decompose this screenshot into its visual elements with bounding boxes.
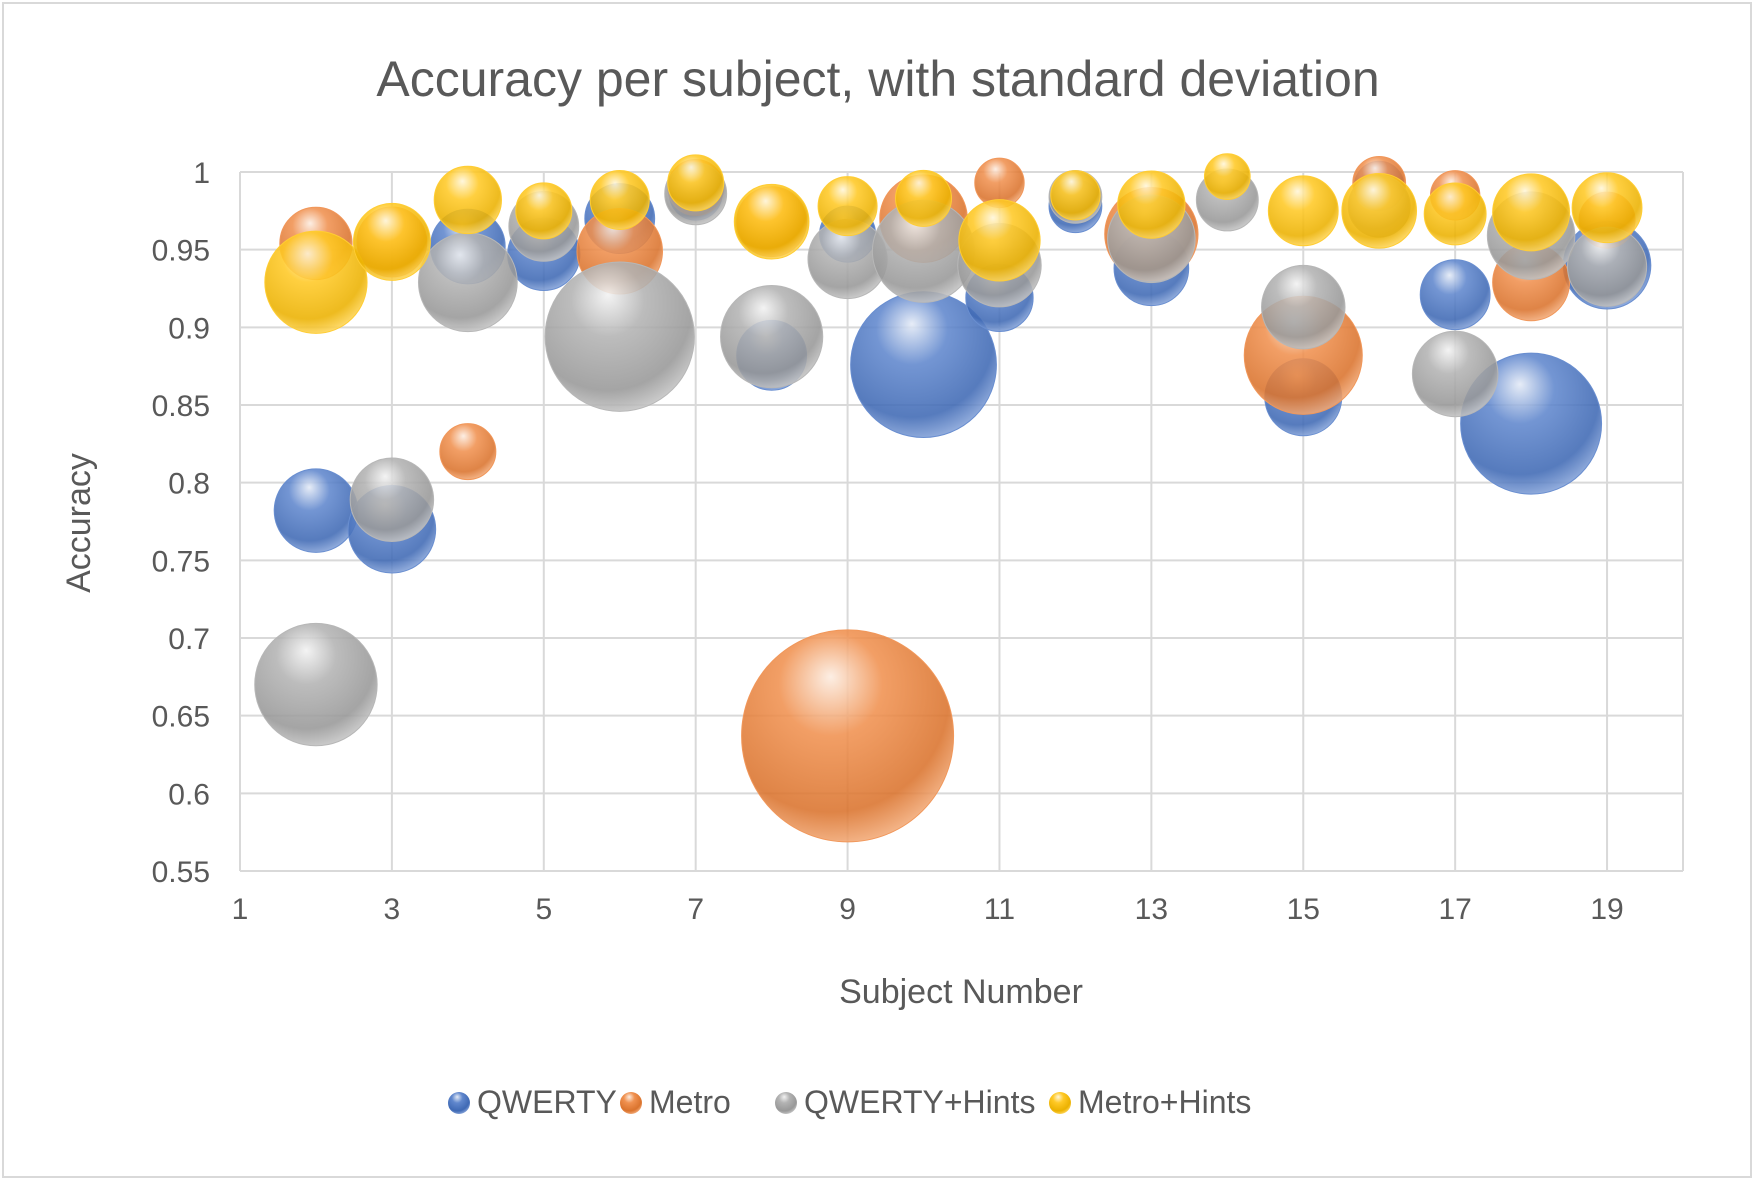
bubble-qwerty-plus-hints xyxy=(720,285,824,389)
x-tick-label: 5 xyxy=(535,893,552,926)
bubble-metro-plus-hints xyxy=(264,230,368,334)
x-axis-ticks: 1 3 5 7 9 11 13 15 17 19 xyxy=(232,893,1624,926)
bubble-metro-plus-hints xyxy=(733,183,810,260)
y-tick-label: 0.7 xyxy=(168,623,210,656)
x-tick-label: 15 xyxy=(1287,893,1320,926)
y-tick-label: 0.75 xyxy=(152,545,210,578)
x-axis-label: Subject Number xyxy=(839,973,1083,1011)
bubble-qwerty-plus-hints xyxy=(1411,330,1499,418)
bubble-metro-plus-hints xyxy=(515,182,573,240)
x-tick-label: 19 xyxy=(1590,893,1623,926)
y-tick-label: 0.55 xyxy=(152,856,210,889)
y-tick-label: 0.95 xyxy=(152,235,210,268)
y-tick-label: 0.65 xyxy=(152,701,210,734)
bubble-metro-plus-hints xyxy=(433,165,502,235)
legend-marker xyxy=(620,1092,642,1114)
bubble-metro-plus-hints xyxy=(1423,182,1487,246)
bubble-qwerty xyxy=(273,468,359,553)
bubble-metro-plus-hints xyxy=(352,202,431,281)
bubble-metro-plus-hints xyxy=(589,169,650,230)
bubble-qwerty-plus-hints xyxy=(349,457,435,542)
legend-label: Metro+Hints xyxy=(1078,1084,1251,1120)
chart-title: Accuracy per subject, with standard devi… xyxy=(376,51,1379,107)
bubble-metro xyxy=(741,629,955,843)
x-tick-label: 1 xyxy=(232,893,249,926)
x-tick-label: 9 xyxy=(839,893,856,926)
legend-marker xyxy=(775,1092,797,1114)
legend-marker xyxy=(1049,1092,1071,1114)
legend-marker xyxy=(448,1092,470,1114)
bubble-metro-plus-hints xyxy=(1117,170,1186,239)
y-tick-label: 0.6 xyxy=(168,778,210,811)
bubble-metro-plus-hints xyxy=(1492,173,1571,252)
legend-label: QWERTY+Hints xyxy=(804,1084,1035,1120)
bubble-qwerty xyxy=(1419,259,1491,331)
bubble-qwerty-plus-hints xyxy=(417,232,518,333)
bubble-metro-plus-hints xyxy=(1267,175,1339,247)
bubble-qwerty-plus-hints xyxy=(254,622,378,747)
bubble-metro-plus-hints xyxy=(817,176,878,237)
legend: QWERTY Metro QWERTY+Hints Metro+Hints xyxy=(448,1084,1251,1120)
x-tick-label: 13 xyxy=(1135,893,1168,926)
x-tick-label: 11 xyxy=(984,893,1015,926)
bubble-metro-plus-hints xyxy=(1341,173,1418,249)
y-tick-label: 0.9 xyxy=(168,312,210,345)
x-tick-label: 3 xyxy=(384,893,401,926)
bubble-layer xyxy=(254,153,1652,843)
bubble-qwerty-plus-hints xyxy=(544,261,695,412)
y-tick-label: 0.8 xyxy=(168,468,210,501)
x-tick-label: 17 xyxy=(1438,893,1471,926)
bubble-metro-plus-hints xyxy=(1571,172,1643,244)
bubble-metro-plus-hints xyxy=(1203,153,1251,201)
y-axis-label: Accuracy xyxy=(60,453,98,593)
bubble-metro-plus-hints xyxy=(667,154,725,212)
legend-label: Metro xyxy=(649,1084,731,1120)
legend-label: QWERTY xyxy=(477,1084,617,1120)
x-tick-label: 7 xyxy=(687,893,704,926)
bubble-metro-plus-hints xyxy=(1050,170,1101,221)
y-tick-label: 0.85 xyxy=(152,390,210,423)
y-axis-ticks: 0.55 0.6 0.65 0.7 0.75 0.8 0.85 0.9 0.95 1 xyxy=(152,157,210,889)
y-tick-label: 1 xyxy=(193,157,210,190)
bubble-metro-plus-hints xyxy=(895,169,953,227)
bubble-metro xyxy=(439,423,497,481)
bubble-metro-plus-hints xyxy=(958,199,1041,282)
bubble-qwerty-plus-hints xyxy=(1261,264,1346,350)
